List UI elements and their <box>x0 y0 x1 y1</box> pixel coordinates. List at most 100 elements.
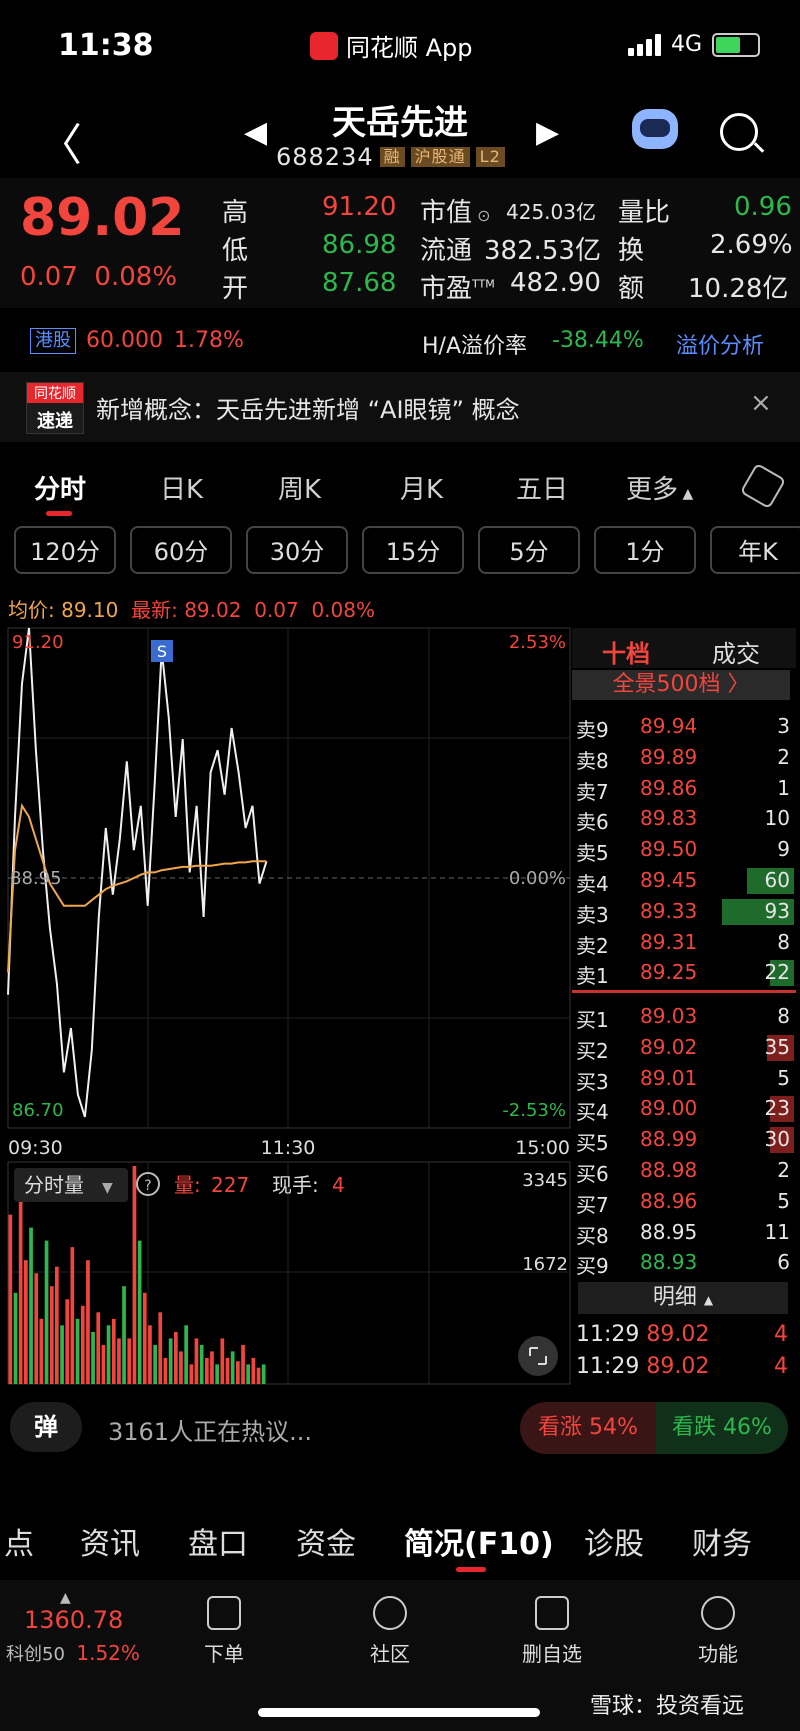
level-volume-bar <box>770 1096 794 1123</box>
back-arrow-icon[interactable]: 〈 <box>38 120 82 171</box>
tab-five-day[interactable]: 五日 <box>516 475 569 505</box>
level-volume: 1 <box>777 775 790 800</box>
intraday-chart[interactable]: S 91.20 88.95 86.70 2.53% 0.00% -2.53% 0… <box>6 626 572 1386</box>
period-120[interactable]: 120分 <box>14 526 116 574</box>
bullet-comment-toggle[interactable]: 弹 <box>10 1402 82 1452</box>
buy-level-row[interactable]: 买4 89.00 23 <box>572 1094 796 1124</box>
tab-funds[interactable]: 资金 <box>296 1527 356 1562</box>
s-marker-text: S <box>157 642 167 661</box>
open-value: 87.68 <box>322 268 397 298</box>
nav-remove-watch[interactable]: 删自选 <box>502 1596 602 1667</box>
detail-header[interactable]: 明细 ▲ <box>578 1282 788 1314</box>
buy-level-row[interactable]: 买1 89.03 8 <box>572 1002 796 1032</box>
buy-level-row[interactable]: 买9 88.93 6 <box>572 1248 796 1278</box>
tab-month-k[interactable]: 月K <box>400 475 444 505</box>
period-60[interactable]: 60分 <box>130 526 232 574</box>
volume-bar <box>256 1367 261 1384</box>
buy-level-row[interactable]: 买6 88.98 2 <box>572 1156 796 1186</box>
buy-level-row[interactable]: 买2 89.02 35 <box>572 1033 796 1063</box>
period-5[interactable]: 5分 <box>478 526 580 574</box>
period-1[interactable]: 1分 <box>594 526 696 574</box>
volume-bar <box>220 1338 225 1384</box>
buy-level-row[interactable]: 买7 88.96 5 <box>572 1187 796 1217</box>
nav-community[interactable]: 社区 <box>340 1596 440 1667</box>
sell-level-row[interactable]: 卖8 89.89 2 <box>572 743 796 773</box>
volume-bar <box>189 1364 194 1384</box>
sell-level-row[interactable]: 卖3 89.33 93 <box>572 897 796 927</box>
assistant-robot-icon[interactable] <box>632 109 678 149</box>
mktcap-label[interactable]: 市值 ⊙ <box>420 192 491 229</box>
level-volume: 93 <box>764 898 790 923</box>
tag-l2: L2 <box>475 147 505 167</box>
current-price: 89.02 <box>20 188 185 248</box>
sell-level-row[interactable]: 卖2 89.31 8 <box>572 928 796 958</box>
nav-functions[interactable]: 功能 <box>668 1596 768 1667</box>
time-start-label: 09:30 <box>8 1137 63 1159</box>
buy-level-row[interactable]: 买8 88.95 11 <box>572 1218 796 1248</box>
volume-bar <box>117 1338 121 1384</box>
sell-level-row[interactable]: 卖5 89.50 9 <box>572 835 796 865</box>
level-volume-bar <box>770 1127 794 1154</box>
search-icon[interactable] <box>720 113 758 151</box>
hk-share-row[interactable]: 港股 60.000 1.78% H/A溢价率 -38.44% 溢价分析 <box>0 316 800 366</box>
prev-stock-icon[interactable]: ◀ <box>244 115 268 150</box>
book-tabs: 十档 成交 <box>572 628 796 668</box>
buy-level-row[interactable]: 买3 89.01 5 <box>572 1064 796 1094</box>
sell-level-row[interactable]: 卖1 89.25 22 <box>572 958 796 988</box>
tab-trades[interactable]: 成交 <box>712 640 760 668</box>
tab-week-k[interactable]: 周K <box>278 475 322 505</box>
gear-icon[interactable] <box>739 462 787 510</box>
tab-pankou[interactable]: 盘口 <box>188 1527 248 1562</box>
tab-more[interactable]: 更多 ▲ <box>626 469 693 506</box>
close-icon[interactable]: × <box>750 388 772 418</box>
bearish-button[interactable]: 看跌 46% <box>656 1402 788 1454</box>
nav-order[interactable]: 下单 <box>174 1596 274 1667</box>
avg-price-row: 均价: 89.10 最新: 89.02 0.07 0.08% <box>8 594 375 623</box>
bottom-nav: ▲ 1360.78 科创50 1.52% 下单 社区 删自选 功能 雪球：投资看… <box>0 1580 800 1731</box>
low-label: 低 <box>222 236 249 266</box>
bullish-button[interactable]: 看涨 54% <box>520 1402 656 1454</box>
discussing-text[interactable]: 3161人正在热议... <box>108 1418 312 1446</box>
level-volume: 6 <box>777 1250 790 1275</box>
sell-level-row[interactable]: 卖9 89.94 3 <box>572 712 796 742</box>
tab-news[interactable]: 资讯 <box>80 1527 140 1562</box>
minus-box-icon <box>535 1596 569 1630</box>
period-year[interactable]: 年K <box>710 526 800 574</box>
s-marker[interactable]: S <box>151 640 173 662</box>
tab-ten-levels[interactable]: 十档 <box>602 640 650 668</box>
volume-bar <box>163 1357 168 1384</box>
index-widget[interactable]: ▲ 1360.78 科创50 1.52% <box>6 1590 146 1666</box>
news-banner[interactable]: 同花顺 速递 新增概念：天岳先进新增 “AI眼镜” 概念 × <box>0 372 800 442</box>
premium-analysis-link[interactable]: 溢价分析 <box>676 334 765 359</box>
next-stock-icon[interactable]: ▶ <box>536 115 560 150</box>
period-30[interactable]: 30分 <box>246 526 348 574</box>
level-price: 89.00 <box>640 1096 698 1121</box>
level-label: 卖7 <box>576 779 609 804</box>
sell-level-row[interactable]: 卖6 89.83 10 <box>572 804 796 834</box>
bullet-label: 弹 <box>34 1413 58 1441</box>
index-pct: 1.52% <box>76 1641 140 1665</box>
level-price: 88.96 <box>640 1188 698 1213</box>
level-volume: 9 <box>777 837 790 862</box>
sell-level-row[interactable]: 卖7 89.86 1 <box>572 774 796 804</box>
caret-up-icon: ▲ <box>678 486 694 502</box>
tab-dian[interactable]: 点 <box>4 1527 34 1562</box>
tab-diagnose[interactable]: 诊股 <box>584 1527 644 1562</box>
last-label: 最新: <box>131 598 178 622</box>
level-label: 买2 <box>576 1038 609 1063</box>
period-15[interactable]: 15分 <box>362 526 464 574</box>
volume-bar <box>18 1195 23 1384</box>
tab-day-k[interactable]: 日K <box>160 475 204 505</box>
level-price: 88.99 <box>640 1127 698 1152</box>
sell-level-row[interactable]: 卖4 89.45 60 <box>572 866 796 896</box>
buy-level-row[interactable]: 买5 88.99 30 <box>572 1125 796 1155</box>
tab-f10[interactable]: 简况(F10) <box>404 1527 554 1562</box>
fullscreen-icon[interactable] <box>518 1336 558 1376</box>
trade-time: 11:29 <box>576 1354 640 1379</box>
vol-selector[interactable]: 分时量 ▼ <box>14 1168 128 1202</box>
volume-bar <box>205 1357 209 1384</box>
tab-fenshi[interactable]: 分时 <box>34 475 87 505</box>
help-icon[interactable] <box>136 1172 160 1196</box>
tab-finance[interactable]: 财务 <box>692 1527 752 1562</box>
panorama-500-link[interactable]: 全景500档 〉 <box>572 670 790 700</box>
